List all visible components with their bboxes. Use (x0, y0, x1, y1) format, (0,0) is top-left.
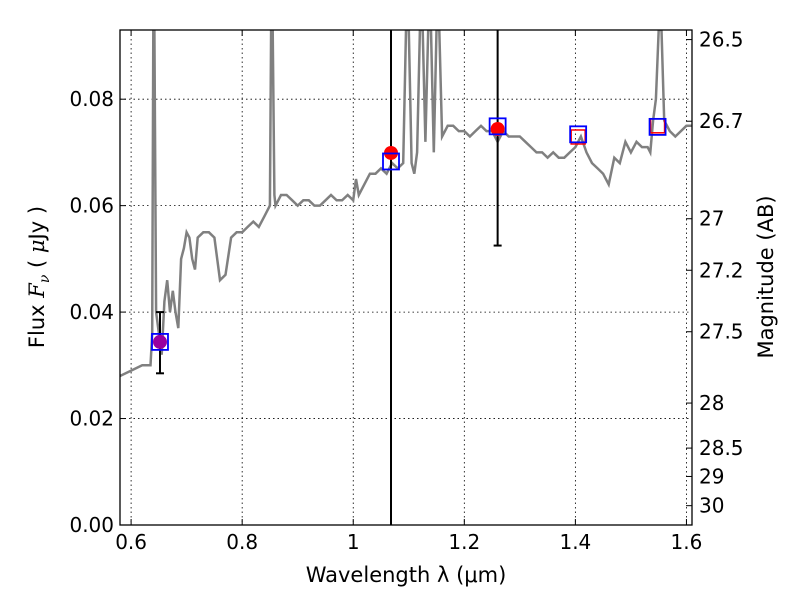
x-axis-ticks: 0.6 0.8 1 1.2 1.4 1.6 (115, 30, 702, 554)
model-square-blue (382, 152, 400, 171)
x-tick-label: 1 (347, 530, 360, 554)
y2-tick-label: 27.2 (699, 258, 744, 282)
x-tick-label: 1.6 (671, 530, 703, 554)
measured-point (490, 122, 505, 136)
x-tick-label: 0.8 (226, 530, 258, 554)
y-tick-label: 0.08 (69, 87, 114, 111)
y-axis-label: Flux Fν ( μJy ) (25, 206, 53, 348)
y-axis-ticks: 0.00 0.02 0.04 0.06 0.08 (69, 87, 126, 537)
y-tick-label: 0.06 (69, 194, 114, 218)
y-axis-label-subscript: ν (37, 274, 53, 283)
plot-frame (119, 29, 693, 526)
model-square-blue (648, 117, 667, 136)
y-axis-label-unit: ( (25, 253, 49, 275)
model-square-blue (569, 125, 588, 144)
plot-area (120, 30, 692, 525)
y2-axis-label: Magnitude (AB) (754, 195, 778, 358)
y2-tick-label: 26.7 (699, 109, 744, 133)
x-tick-label: 1.4 (559, 530, 591, 554)
y-axis-label-jy: Jy ) (25, 206, 49, 242)
y-axis-label-flux: Flux (25, 298, 49, 348)
y2-tick-label: 29 (699, 464, 724, 488)
spectrum-line (120, 30, 692, 378)
y-tick-label: 0.04 (69, 300, 114, 324)
model-square-blue (488, 117, 507, 136)
x-tick-label: 0.6 (115, 530, 147, 554)
model-square-red (570, 129, 586, 145)
y2-tick-label: 27 (699, 207, 724, 231)
y2-tick-label: 27.5 (699, 320, 744, 344)
y-tick-label: 0.02 (69, 407, 114, 431)
data-points (151, 117, 667, 351)
y2-axis-ticks: 26.5 26.7 27 27.2 27.5 28 28.5 29 30 (686, 28, 744, 518)
measured-point (152, 334, 167, 349)
y-axis-label-symbol: F (25, 282, 49, 299)
y2-tick-label: 30 (699, 494, 724, 518)
x-tick-label: 1.2 (448, 530, 480, 554)
y2-tick-label: 28 (699, 391, 724, 415)
y2-tick-label: 26.5 (699, 28, 744, 52)
y-tick-label: 0.00 (69, 513, 114, 537)
x-axis-label: Wavelength λ (μm) (306, 563, 507, 587)
grid-lines (120, 30, 692, 526)
y2-tick-label: 28.5 (699, 436, 744, 460)
model-square-blue (151, 333, 169, 351)
y-axis-label-mu: μ (25, 239, 49, 253)
